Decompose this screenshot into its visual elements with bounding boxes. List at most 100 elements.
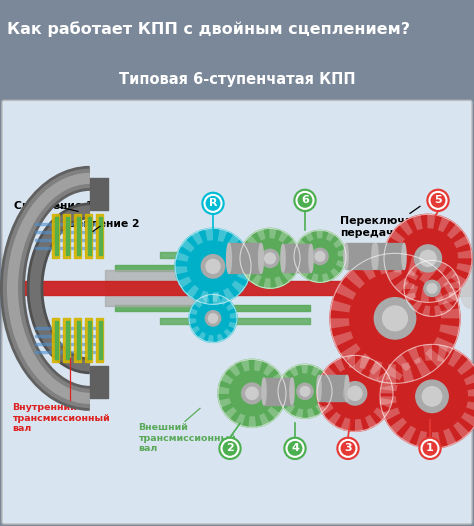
Bar (376, 244, 404, 269)
Wedge shape (439, 324, 459, 337)
Wedge shape (454, 236, 469, 248)
Wedge shape (404, 281, 415, 289)
Circle shape (420, 250, 436, 267)
Wedge shape (263, 363, 275, 376)
Wedge shape (248, 416, 256, 427)
Wedge shape (311, 366, 320, 377)
Wedge shape (213, 292, 221, 305)
Wedge shape (407, 270, 419, 280)
Wedge shape (251, 274, 262, 286)
Wedge shape (464, 372, 474, 385)
Wedge shape (205, 228, 213, 241)
Wedge shape (224, 329, 232, 337)
Text: Типовая 6-ступенчатая КПП: Типовая 6-ступенчатая КПП (118, 72, 356, 87)
Wedge shape (405, 292, 416, 302)
Circle shape (284, 437, 306, 459)
Wedge shape (443, 428, 456, 446)
Circle shape (261, 249, 279, 267)
Circle shape (419, 437, 441, 459)
Wedge shape (326, 232, 335, 241)
Wedge shape (283, 270, 294, 282)
Wedge shape (337, 249, 346, 256)
Wedge shape (445, 269, 457, 280)
Text: Внутренний
трансмиссионный
вал: Внутренний трансмиссионный вал (12, 403, 110, 433)
Wedge shape (274, 276, 283, 288)
Wedge shape (278, 231, 289, 242)
Wedge shape (449, 281, 460, 288)
Wedge shape (301, 365, 308, 373)
Wedge shape (390, 418, 407, 434)
Text: 2: 2 (226, 443, 234, 453)
Wedge shape (433, 286, 444, 302)
Wedge shape (394, 254, 404, 273)
Wedge shape (241, 360, 250, 372)
Wedge shape (336, 260, 346, 268)
Wedge shape (411, 300, 422, 312)
Circle shape (297, 383, 313, 399)
Wedge shape (289, 366, 299, 377)
Wedge shape (295, 261, 304, 269)
Wedge shape (353, 353, 371, 373)
Wedge shape (321, 395, 331, 404)
Wedge shape (317, 393, 329, 401)
Wedge shape (368, 360, 383, 381)
Ellipse shape (345, 376, 349, 401)
Ellipse shape (344, 244, 348, 269)
Wedge shape (419, 263, 438, 284)
Wedge shape (221, 373, 233, 385)
Wedge shape (456, 263, 472, 274)
Wedge shape (453, 421, 469, 439)
Wedge shape (408, 347, 421, 365)
Wedge shape (395, 355, 411, 371)
Wedge shape (238, 258, 251, 266)
Wedge shape (330, 318, 349, 329)
Wedge shape (384, 258, 399, 267)
Wedge shape (273, 398, 285, 407)
Wedge shape (191, 231, 203, 245)
Wedge shape (434, 305, 443, 316)
Wedge shape (227, 235, 240, 248)
Wedge shape (269, 228, 277, 239)
Wedge shape (274, 386, 286, 393)
Wedge shape (437, 345, 448, 362)
Circle shape (312, 248, 328, 265)
Wedge shape (240, 258, 251, 266)
Bar (319, 376, 347, 401)
Wedge shape (217, 333, 224, 342)
Circle shape (189, 295, 237, 342)
Wedge shape (355, 419, 363, 431)
Wedge shape (365, 414, 377, 429)
Circle shape (219, 437, 241, 459)
Wedge shape (336, 283, 356, 300)
Ellipse shape (262, 378, 266, 405)
Wedge shape (297, 239, 307, 248)
Wedge shape (322, 273, 330, 282)
Circle shape (427, 189, 449, 211)
Wedge shape (333, 239, 343, 248)
Wedge shape (376, 372, 390, 383)
Circle shape (343, 382, 367, 405)
Wedge shape (432, 432, 441, 448)
Wedge shape (467, 388, 474, 397)
Wedge shape (225, 407, 237, 419)
Wedge shape (202, 295, 209, 303)
Wedge shape (290, 251, 300, 258)
Wedge shape (237, 271, 250, 281)
Wedge shape (347, 356, 355, 368)
Wedge shape (212, 295, 219, 302)
Wedge shape (285, 239, 297, 250)
Circle shape (330, 254, 460, 383)
Circle shape (416, 380, 448, 412)
Wedge shape (333, 331, 354, 346)
Text: Сцепление 1: Сцепление 1 (14, 200, 93, 210)
Circle shape (202, 193, 224, 215)
Wedge shape (243, 267, 255, 278)
Wedge shape (390, 230, 405, 244)
Wedge shape (246, 235, 257, 246)
Bar (264, 378, 292, 405)
Circle shape (383, 306, 408, 331)
Wedge shape (223, 288, 235, 301)
Wedge shape (175, 266, 188, 275)
Wedge shape (381, 380, 398, 391)
Wedge shape (229, 312, 237, 318)
